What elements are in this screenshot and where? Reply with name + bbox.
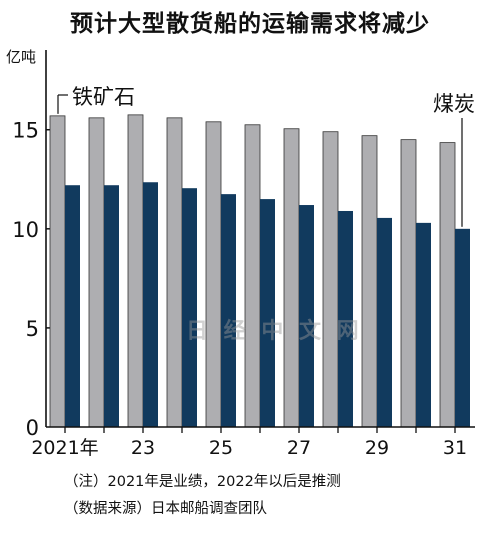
x-tick-label: 2021年 (31, 437, 98, 459)
coal-bar (416, 222, 431, 427)
coal-bar (338, 210, 353, 427)
bar-chart: 0 5 10 15 2021年 23 25 27 29 31 铁矿石 煤炭 (12, 50, 475, 459)
watermark-text: 日 经 中 文 网 (186, 319, 363, 344)
iron-ore-bar (400, 139, 417, 428)
footnote: （注）2021年是业绩，2022年以后是推测 (64, 474, 341, 490)
iron-ore-bar (205, 121, 222, 428)
iron-ore-bar (244, 124, 261, 428)
coal-bar (143, 182, 158, 427)
coal-bar (221, 194, 236, 427)
coal-bar (455, 228, 470, 427)
coal-bar (377, 217, 392, 427)
iron-ore-bar (49, 115, 66, 428)
coal-bar (299, 205, 314, 427)
x-tick-label: 29 (365, 437, 389, 459)
iron-ore-bar (88, 117, 105, 428)
x-tick-label: 25 (209, 437, 233, 459)
iron-ore-bar (283, 128, 300, 428)
coal-bar (65, 185, 80, 427)
y-axis-unit: 亿吨 (6, 48, 37, 66)
y-tick-label: 10 (12, 218, 39, 242)
x-tick-label: 23 (131, 437, 155, 459)
coal-series-label: 煤炭 (433, 92, 475, 116)
chart-title: 预计大型散货船的运输需求将减少 (70, 11, 430, 37)
y-tick-label: 0 (26, 416, 39, 440)
coal-bar (182, 188, 197, 427)
iron-ore-bar (166, 117, 183, 428)
iron-ore-bar (127, 114, 144, 428)
y-tick-label: 15 (12, 119, 39, 143)
y-tick-label: 5 (26, 317, 39, 341)
iron-ore-series-label: 铁矿石 (72, 85, 135, 109)
x-tick-label: 31 (443, 437, 467, 459)
source-note: （数据来源）日本邮船调查团队 (64, 501, 267, 517)
coal-bar (104, 185, 119, 427)
iron-ore-bar (322, 131, 339, 428)
x-tick-label: 27 (287, 437, 311, 459)
iron-ore-bar (439, 142, 456, 428)
iron-ore-bar (361, 135, 378, 428)
coal-bar (260, 199, 275, 427)
